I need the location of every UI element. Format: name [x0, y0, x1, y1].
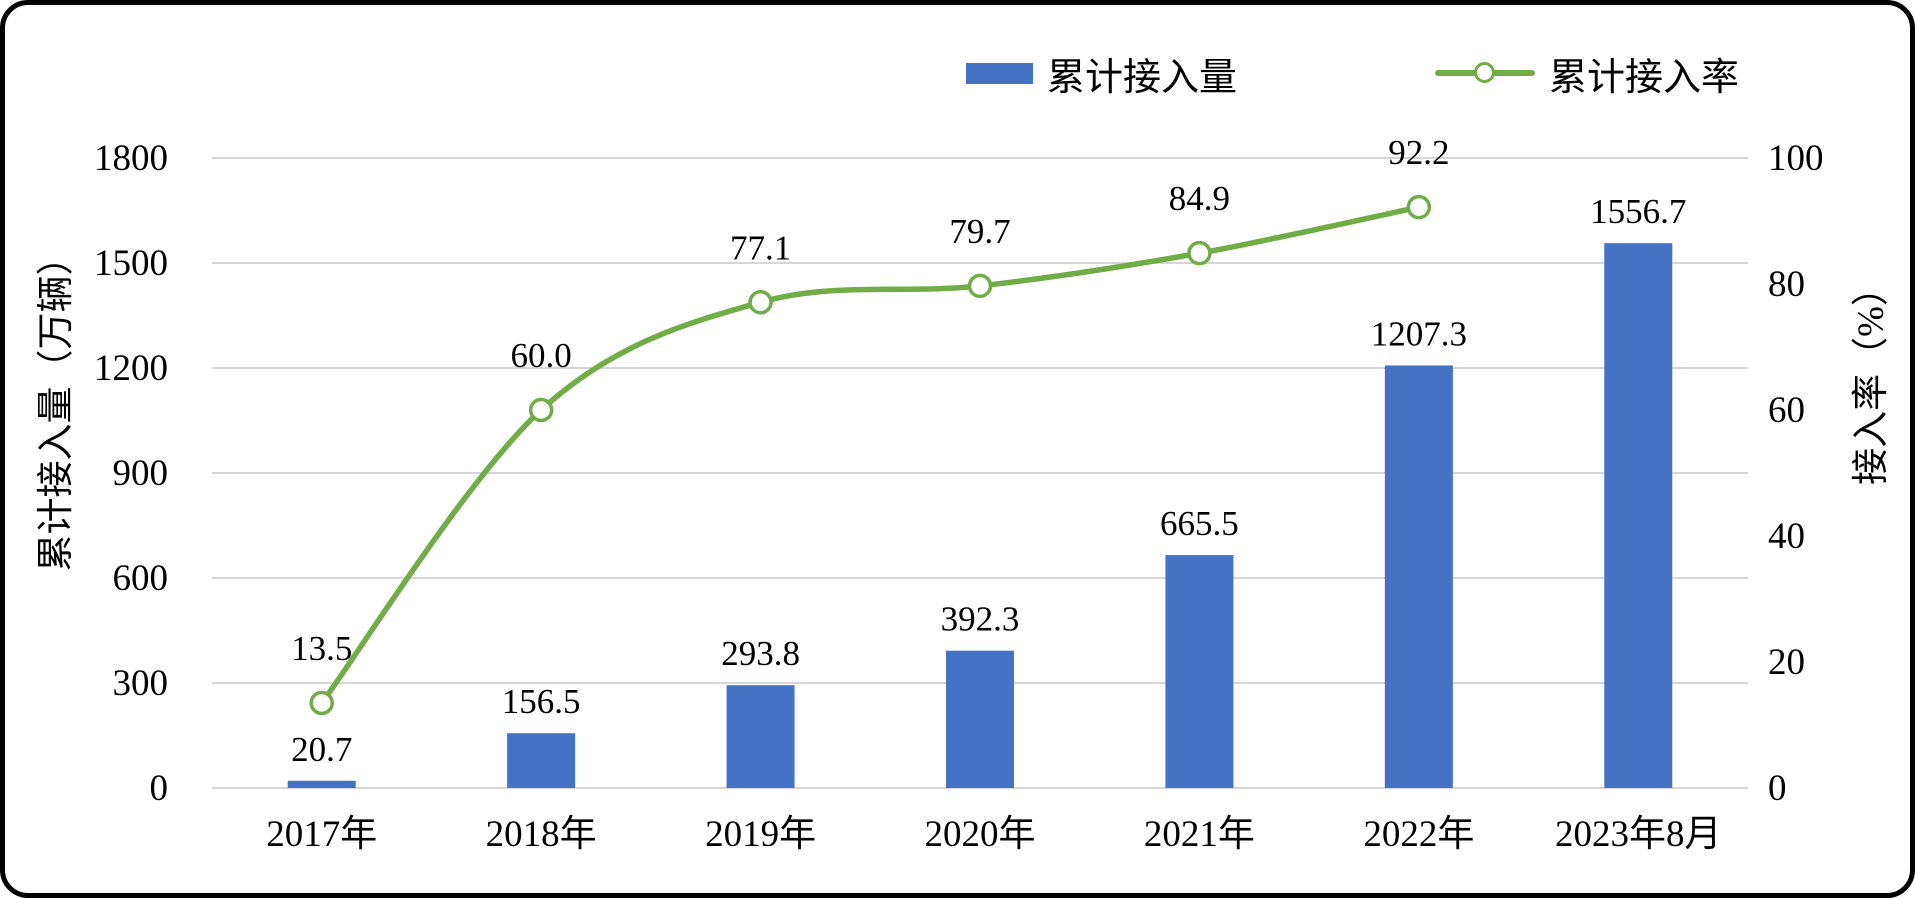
x-axis-label: 2017年	[266, 813, 377, 855]
legend-label-line-series: 累计接入率	[1549, 56, 1740, 99]
bar-2018年	[507, 733, 576, 788]
x-axis-label: 2020年	[925, 813, 1036, 855]
left-axis-tick-label: 1500	[94, 243, 168, 284]
bar-2017年	[287, 780, 356, 788]
bar-data-label: 293.8	[721, 634, 800, 673]
line-data-label: 79.7	[949, 212, 1010, 251]
line-data-label: 77.1	[730, 228, 791, 267]
bar-2021年	[1165, 555, 1234, 788]
right-axis-tick-label: 100	[1768, 138, 1824, 179]
right-axis-tick-label: 40	[1768, 516, 1805, 557]
bar-series-swatch-icon	[966, 62, 1033, 84]
line-marker-2018年	[528, 397, 554, 423]
left-axis-tick-label: 900	[113, 453, 169, 494]
line-swatch-marker-icon	[1474, 62, 1495, 83]
line-data-label: 60.0	[511, 336, 572, 375]
left-axis-tick-label: 1200	[94, 348, 168, 389]
x-axis-label: 2022年	[1363, 813, 1474, 855]
plot-area: 0 300 600 900 1200 1500 1800 0 20 40 60 80 100 2017年 2…	[94, 133, 1824, 855]
bar-data-label: 1556.7	[1590, 192, 1686, 231]
rate-line	[318, 204, 1422, 706]
line-marker-2022年	[1406, 194, 1432, 220]
bar-data-label: 20.7	[291, 730, 352, 769]
line-marker-2020年	[967, 273, 993, 299]
line-marker-2021年	[1187, 240, 1212, 266]
legend-item-bar-series: 累计接入量	[966, 51, 1237, 99]
bar-2019年	[726, 685, 795, 788]
legend-item-line-series: 累计接入率	[1435, 51, 1739, 99]
bar-2020年	[946, 650, 1014, 788]
left-axis-tick-label: 0	[150, 768, 169, 809]
line-series-swatch-icon	[1435, 61, 1535, 85]
right-axis-tick-label: 20	[1768, 642, 1805, 683]
legend-label-bar-series: 累计接入量	[1047, 56, 1238, 99]
x-axis-label: 2023年8月	[1555, 813, 1722, 855]
line-data-label: 13.5	[291, 629, 352, 668]
left-axis-tick-label: 300	[113, 663, 169, 704]
right-axis-tick-label: 80	[1768, 264, 1805, 305]
left-axis-tick-label: 1800	[94, 138, 168, 179]
x-axis-label: 2019年	[705, 813, 816, 855]
right-axis-tick-label: 0	[1768, 768, 1787, 809]
line-marker-2019年	[748, 290, 773, 315]
bar-2023年8月	[1604, 243, 1673, 788]
x-axis-label: 2018年	[486, 813, 597, 855]
right-axis-tick-label: 60	[1768, 390, 1805, 431]
x-axis-label: 2021年	[1144, 813, 1255, 855]
left-axis-tick-label: 600	[113, 558, 169, 599]
line-marker-2017年	[309, 690, 334, 716]
line-data-label: 84.9	[1169, 179, 1230, 218]
bar-data-label: 392.3	[941, 600, 1020, 639]
bar-data-label: 1207.3	[1371, 314, 1467, 353]
bar-2022年	[1384, 365, 1453, 788]
bar-data-label: 156.5	[502, 682, 581, 721]
line-data-label: 92.2	[1388, 133, 1449, 172]
bar-data-label: 665.5	[1160, 504, 1239, 543]
